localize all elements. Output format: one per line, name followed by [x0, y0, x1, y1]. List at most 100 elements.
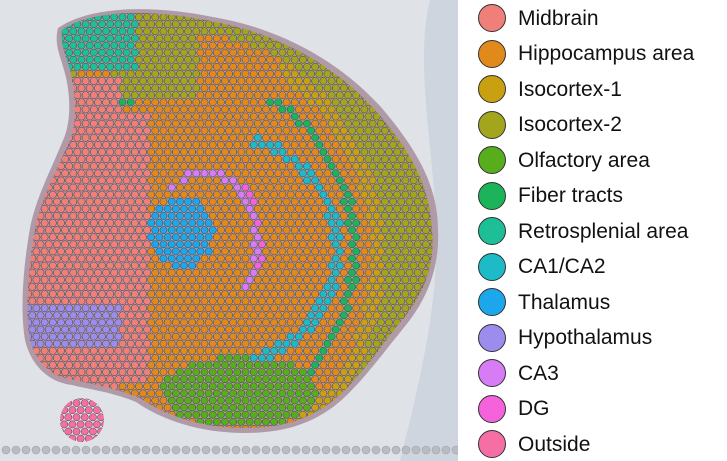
- spot: [262, 162, 270, 171]
- spot: [135, 240, 143, 249]
- spot: [282, 382, 291, 391]
- spot: [126, 325, 135, 334]
- spot: [130, 204, 139, 213]
- spot: [307, 240, 315, 249]
- spot: [143, 325, 151, 334]
- spot: [299, 268, 307, 277]
- spot: [221, 77, 229, 85]
- spot: [319, 204, 328, 213]
- spot: [36, 226, 45, 234]
- spot: [376, 261, 385, 270]
- spot: [180, 290, 188, 298]
- spot: [188, 233, 197, 242]
- spot: [69, 311, 78, 320]
- spot: [217, 226, 225, 234]
- spot: [94, 84, 102, 92]
- spot: [200, 212, 209, 220]
- spot: [327, 133, 336, 142]
- spot: [376, 190, 385, 199]
- spot: [376, 318, 385, 327]
- spot: [151, 311, 160, 320]
- spot: [155, 34, 164, 43]
- spot: [89, 48, 98, 57]
- spot: [323, 325, 332, 334]
- spot: [73, 62, 82, 71]
- spot: [409, 176, 418, 185]
- spot: [171, 133, 180, 142]
- spot: [167, 226, 176, 234]
- spot: [249, 126, 258, 135]
- spot: [229, 417, 238, 426]
- spot: [106, 318, 115, 327]
- spot: [225, 283, 233, 291]
- spot: [249, 368, 258, 376]
- spot: [262, 403, 270, 412]
- spot: [139, 247, 147, 256]
- legend-item: Isocortex-2: [478, 108, 727, 142]
- spot: [241, 325, 250, 334]
- spot: [180, 375, 188, 384]
- spot: [180, 318, 188, 327]
- spot: [290, 240, 299, 249]
- spot: [73, 304, 82, 313]
- spot: [245, 219, 254, 227]
- spot: [290, 226, 299, 234]
- spot: [315, 155, 324, 163]
- spot: [114, 133, 123, 142]
- spot: [143, 112, 151, 121]
- spot: [118, 27, 127, 36]
- spot: [57, 346, 65, 355]
- spot: [176, 354, 184, 362]
- spot: [139, 332, 147, 341]
- spot: [130, 233, 139, 242]
- spot: [282, 339, 291, 348]
- spot: [245, 119, 254, 128]
- spot: [331, 382, 340, 391]
- spot: [184, 325, 192, 334]
- spot: [110, 226, 119, 234]
- spot: [229, 162, 238, 171]
- spot: [151, 155, 160, 163]
- spot: [196, 190, 205, 199]
- spot: [184, 112, 192, 121]
- spot: [81, 219, 90, 227]
- spot: [118, 240, 127, 249]
- spot: [73, 275, 82, 284]
- spot: [135, 212, 143, 220]
- spot: [151, 112, 160, 121]
- spot: [221, 261, 229, 270]
- spot: [122, 20, 131, 29]
- spot: [73, 332, 82, 341]
- background-spot: [211, 445, 221, 455]
- spot: [340, 126, 348, 135]
- spot: [188, 361, 197, 369]
- spot: [270, 190, 279, 199]
- legend-item: Olfactory area: [478, 143, 727, 177]
- spot: [94, 368, 102, 376]
- spot: [130, 261, 139, 270]
- spot: [167, 354, 176, 362]
- spot: [344, 133, 352, 142]
- spot: [352, 233, 361, 242]
- spot: [130, 20, 139, 29]
- spot: [171, 77, 180, 85]
- spot: [147, 204, 156, 213]
- spot: [319, 318, 328, 327]
- spot: [397, 297, 406, 305]
- spot: [110, 197, 119, 206]
- spot: [315, 297, 324, 305]
- spot: [110, 41, 119, 50]
- spot: [217, 169, 225, 178]
- spot: [180, 105, 188, 114]
- spot: [204, 77, 213, 85]
- spot: [57, 176, 65, 185]
- spot: [184, 169, 192, 178]
- spot: [233, 112, 242, 121]
- spot: [319, 261, 328, 270]
- spot: [282, 283, 291, 291]
- spot: [204, 34, 213, 43]
- spot: [69, 41, 78, 50]
- spot: [188, 346, 197, 355]
- spot: [422, 212, 430, 220]
- spot: [258, 41, 266, 50]
